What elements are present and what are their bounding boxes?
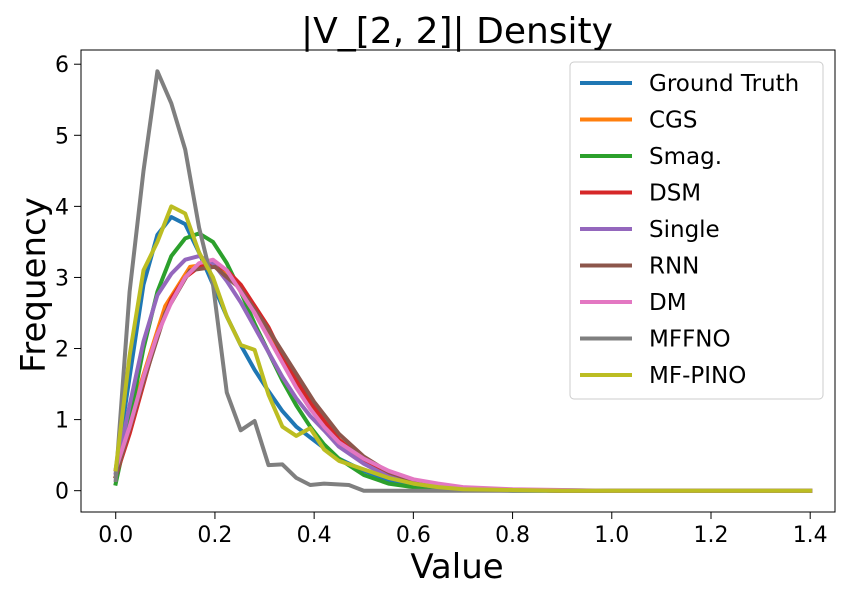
legend-label: MFFNO (649, 327, 731, 353)
x-tick-label: 0.8 (495, 523, 530, 548)
legend-label: DM (649, 290, 687, 316)
legend-label: Ground Truth (649, 71, 799, 97)
legend-label: Single (649, 217, 720, 243)
x-tick-label: 1.0 (594, 523, 629, 548)
x-axis: 0.0 0.2 0.4 0.6 0.8 1.0 1.2 1.4 (98, 512, 828, 548)
y-tick-label: 5 (55, 124, 69, 149)
x-tick-label: 1.4 (793, 523, 828, 548)
series-layer (113, 69, 813, 493)
legend-box (569, 61, 824, 400)
x-axis-title: Value (410, 547, 503, 587)
x-tick-label: 0.2 (197, 523, 232, 548)
legend-label: CGS (649, 108, 697, 134)
legend-label: MF-PINO (649, 363, 746, 389)
legend: Ground Truth CGS Smag. DSM Single RNN DM MFFNO M… (569, 61, 824, 400)
x-tick-label: 1.2 (693, 523, 728, 548)
y-tick-label: 0 (55, 480, 69, 505)
y-tick-label: 6 (55, 53, 69, 78)
legend-label: RNN (649, 254, 699, 280)
x-tick-label: 0.0 (98, 523, 133, 548)
y-axis: 0 1 2 3 4 5 6 (55, 53, 81, 505)
plot-frame (80, 49, 836, 513)
x-tick-label: 0.4 (297, 523, 332, 548)
legend-label: DSM (649, 181, 701, 207)
y-axis-title: Frequency (14, 197, 54, 373)
chart-title: |V_[2, 2]| Density (301, 11, 613, 52)
y-tick-label: 1 (55, 409, 69, 434)
x-tick-label: 0.6 (396, 523, 431, 548)
legend-label: Smag. (649, 144, 722, 170)
y-tick-label: 4 (55, 195, 69, 220)
y-tick-label: 3 (55, 266, 69, 291)
y-tick-label: 2 (55, 338, 69, 363)
series-line-mf-pino (113, 204, 813, 493)
